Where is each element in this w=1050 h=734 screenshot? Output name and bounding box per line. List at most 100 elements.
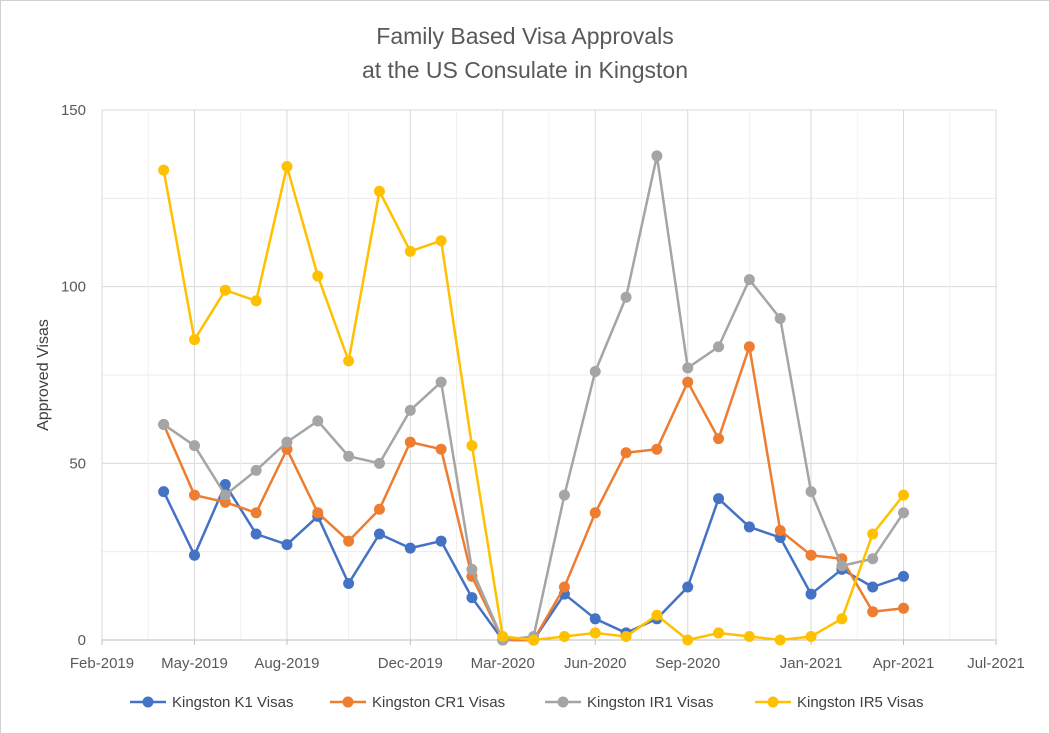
x-tick-label: Aug-2019 — [254, 655, 319, 672]
x-tick-labels: Feb-2019 May-2019 Aug-2019 Dec-2019 Mar-2020… — [70, 655, 1025, 672]
series-group — [158, 150, 910, 646]
y-axis-label: Approved Visas — [35, 319, 52, 431]
data-point — [466, 440, 478, 452]
data-point — [805, 486, 817, 498]
data-point — [589, 627, 601, 639]
data-point — [682, 581, 694, 593]
chart-title-line1: Family Based Visa Approvals — [376, 23, 673, 49]
data-point — [188, 334, 200, 346]
data-point — [651, 443, 663, 455]
data-point — [404, 542, 416, 554]
data-point — [558, 630, 570, 642]
x-tick-label: Jan-2021 — [780, 655, 843, 672]
series-line — [162, 154, 905, 642]
data-point — [558, 581, 570, 593]
data-point — [373, 457, 385, 469]
data-point — [219, 479, 231, 491]
data-point — [312, 507, 324, 519]
x-tick-label: Jul-2021 — [967, 655, 1025, 672]
x-tick-label: Jun-2020 — [564, 655, 627, 672]
data-point — [158, 486, 170, 498]
legend-label: Kingston IR1 Visas — [587, 694, 713, 711]
data-point — [898, 570, 910, 582]
series-2 — [158, 341, 910, 646]
series-line — [162, 483, 904, 642]
data-point — [867, 553, 879, 565]
data-point — [404, 245, 416, 257]
series-4 — [158, 161, 910, 646]
data-point — [836, 613, 848, 625]
data-point — [373, 503, 385, 515]
data-point — [373, 528, 385, 540]
series-line — [162, 165, 905, 642]
data-point — [867, 528, 879, 540]
y-tick-label: 0 — [78, 632, 86, 649]
data-point — [867, 581, 879, 593]
data-point — [343, 355, 355, 367]
data-point — [651, 150, 663, 162]
data-point — [404, 404, 416, 416]
data-point — [188, 440, 200, 452]
data-point — [250, 464, 262, 476]
data-point — [805, 630, 817, 642]
data-point — [867, 606, 879, 618]
data-point — [435, 443, 447, 455]
data-point — [281, 161, 293, 173]
legend-item: Kingston K1 Visas — [130, 694, 293, 711]
data-point — [898, 507, 910, 519]
legend-label: Kingston K1 Visas — [172, 694, 293, 711]
data-point — [589, 507, 601, 519]
legend-label: Kingston CR1 Visas — [372, 694, 505, 711]
y-tick-label: 150 — [61, 102, 86, 119]
data-point — [373, 185, 385, 197]
data-point — [898, 489, 910, 501]
series-1 — [158, 479, 910, 646]
data-point — [312, 415, 324, 427]
data-point — [312, 270, 324, 282]
data-point — [404, 436, 416, 448]
data-point — [158, 418, 170, 430]
legend-marker — [767, 696, 779, 708]
data-point — [774, 312, 786, 324]
x-tick-label: Dec-2019 — [378, 655, 443, 672]
data-point — [743, 274, 755, 286]
data-point — [250, 507, 262, 519]
data-point — [774, 634, 786, 646]
data-point — [620, 630, 632, 642]
data-point — [435, 235, 447, 247]
data-point — [620, 291, 632, 303]
data-point — [651, 609, 663, 621]
data-point — [713, 341, 725, 353]
chart-title-line2: at the US Consulate in Kingston — [362, 57, 688, 83]
data-point — [558, 489, 570, 501]
x-tick-label: Sep-2020 — [655, 655, 720, 672]
gridlines — [101, 109, 997, 645]
data-point — [528, 634, 540, 646]
data-point — [250, 528, 262, 540]
data-point — [435, 535, 447, 547]
data-point — [158, 164, 170, 176]
data-point — [713, 627, 725, 639]
data-point — [682, 634, 694, 646]
data-point — [219, 489, 231, 501]
legend: Kingston K1 Visas Kingston CR1 Visas Kings… — [130, 694, 923, 711]
data-point — [466, 563, 478, 575]
data-point — [682, 362, 694, 374]
x-tick-label: Feb-2019 — [70, 655, 134, 672]
legend-marker — [342, 696, 354, 708]
y-tick-labels: 0 50 100 150 — [61, 102, 86, 649]
legend-marker — [557, 696, 569, 708]
x-tick-label: Apr-2021 — [873, 655, 935, 672]
data-point — [743, 341, 755, 353]
legend-label: Kingston IR5 Visas — [797, 694, 923, 711]
legend-marker — [142, 696, 154, 708]
x-tick-label: May-2019 — [161, 655, 228, 672]
data-point — [620, 447, 632, 459]
data-point — [898, 602, 910, 614]
data-point — [497, 630, 509, 642]
legend-item: Kingston IR5 Visas — [755, 694, 923, 711]
data-point — [805, 549, 817, 561]
data-point — [343, 577, 355, 589]
y-tick-label: 50 — [69, 455, 86, 472]
data-point — [219, 284, 231, 296]
